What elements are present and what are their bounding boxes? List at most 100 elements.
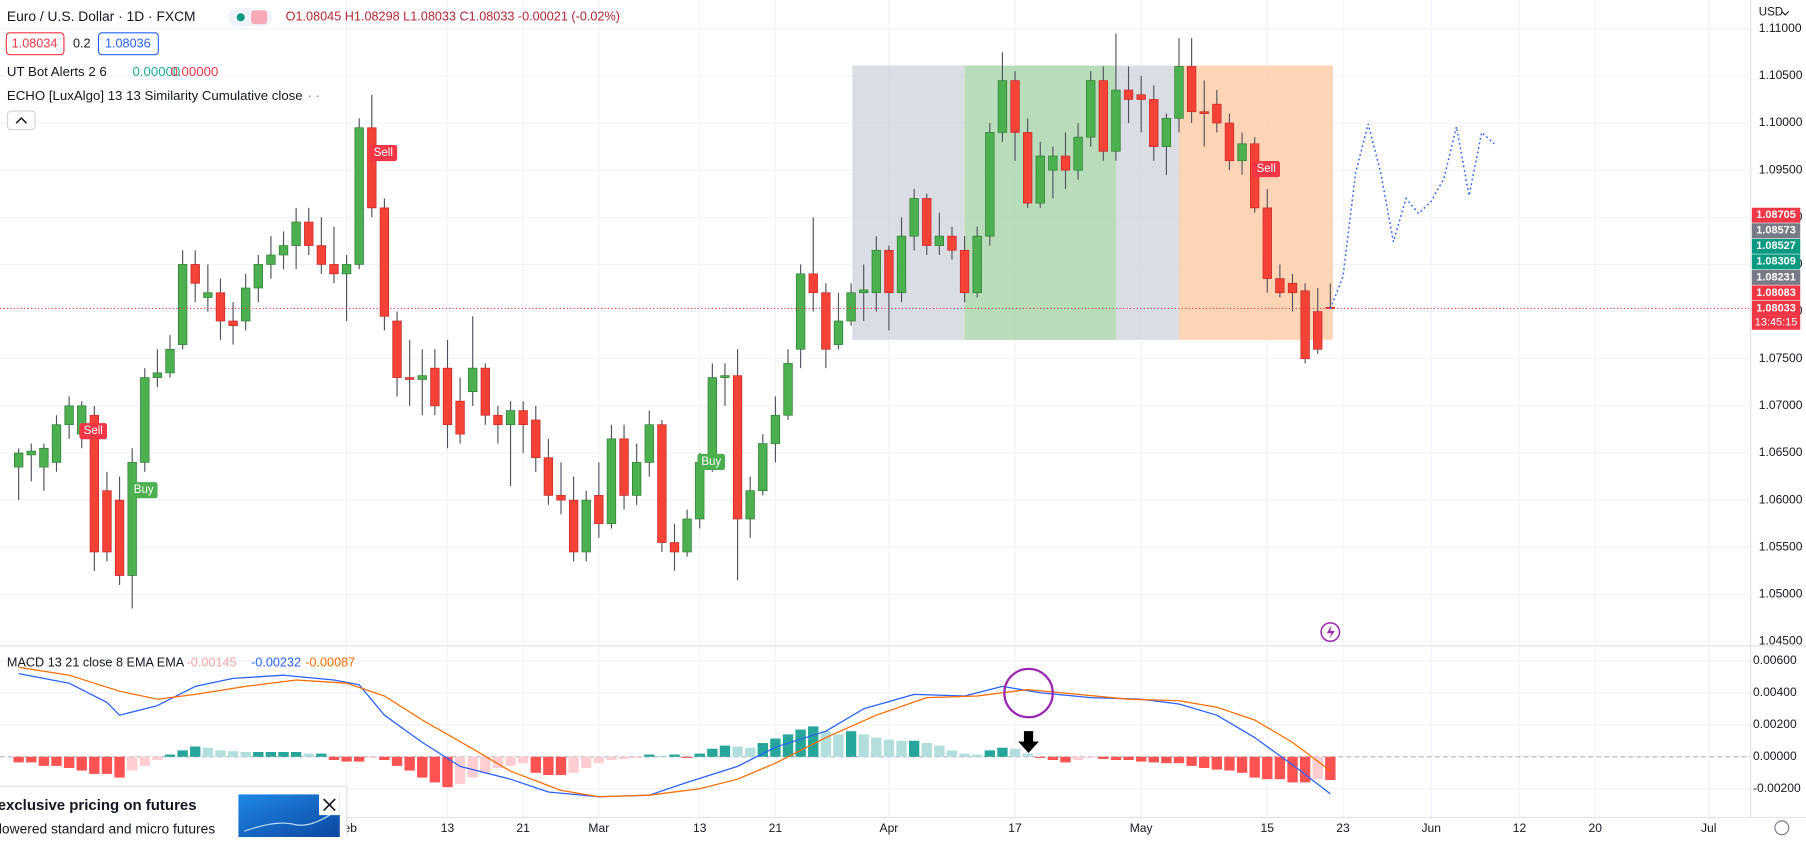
collapse-button[interactable]: [6, 110, 36, 131]
symbol-title[interactable]: Euro / U.S. Dollar · 1D · FXCM: [7, 8, 196, 24]
macd-line: [18, 666, 1331, 798]
candle-body: [1086, 80, 1096, 138]
histogram-bar: [1325, 756, 1336, 780]
candle-body: [884, 249, 894, 294]
signal-label: Sell: [1257, 163, 1276, 175]
candle-body: [316, 245, 327, 265]
currency[interactable]: USD: [1759, 7, 1783, 19]
histogram-bar: [543, 756, 554, 776]
ask-price[interactable]: 1.08036: [105, 37, 151, 51]
indicator-name[interactable]: UT Bot Alerts 2 6: [7, 64, 107, 79]
candle-body: [1313, 311, 1323, 350]
signal-label: Buy: [701, 456, 721, 468]
histogram-bar: [618, 756, 630, 760]
histogram-bar: [555, 756, 567, 776]
candle-body: [657, 424, 667, 543]
y-tick-label: 1.10000: [1759, 115, 1803, 129]
price-tag-label: 1.08309: [1756, 256, 1795, 268]
echo-zone: [852, 65, 965, 340]
candle-body: [568, 499, 579, 553]
candle-body: [682, 518, 692, 553]
candle-body: [266, 254, 276, 265]
y-tick-label: 1.11000: [1759, 21, 1802, 35]
data-icon: [251, 10, 268, 25]
candle-body: [493, 414, 503, 426]
sell-button[interactable]: [5, 32, 65, 56]
candle-body: [1275, 278, 1285, 294]
ad-title[interactable]: exclusive pricing on futures: [0, 797, 197, 814]
candle-body: [1136, 94, 1146, 100]
signal-label: Sell: [374, 147, 393, 159]
candle-body: [379, 207, 390, 317]
annotation-arrow[interactable]: [1018, 731, 1039, 753]
candle-body: [909, 198, 919, 237]
histogram-bar: [871, 737, 882, 757]
y-tick-label: 1.05500: [1759, 539, 1803, 553]
candle-body: [1224, 122, 1235, 162]
histogram-bar: [1085, 756, 1096, 758]
candle-body: [241, 287, 251, 322]
candle-body: [1035, 155, 1045, 204]
histogram-bar: [681, 756, 693, 758]
histogram-bar: [1224, 756, 1235, 771]
histogram-bar: [1098, 756, 1109, 760]
candle-body: [896, 235, 907, 294]
ad-image-line: [243, 810, 337, 832]
echo-zone: [1115, 65, 1179, 340]
macd-hist-value: -0.00145: [187, 655, 237, 669]
candle-body: [947, 235, 957, 251]
price-tag: [1751, 238, 1801, 254]
histogram-bar: [1299, 756, 1311, 783]
price-tag-label: 1.08527: [1756, 240, 1795, 252]
collapse-icon: [15, 116, 28, 124]
y-tick-label: 1.09500: [1759, 162, 1803, 176]
candle-body: [934, 235, 945, 246]
echo-projection: [1329, 123, 1495, 310]
y-tick-label: 1.06500: [1759, 445, 1803, 459]
candle-body: [783, 363, 793, 416]
x-tick-label: 21: [516, 821, 530, 835]
lightning: [1326, 625, 1335, 639]
ad-close[interactable]: [323, 798, 336, 812]
price-tag: [1751, 223, 1801, 239]
more-dots[interactable]: · · ·: [299, 88, 320, 103]
candle-body: [165, 348, 175, 374]
histogram-bar: [202, 747, 214, 757]
histogram-bar: [934, 745, 945, 757]
ad-text[interactable]: lowered standard and micro futures: [0, 821, 215, 837]
candle-body: [707, 377, 718, 463]
annotation-circle[interactable]: [1003, 667, 1054, 719]
macd-title[interactable]: MACD 13 21 close 8 EMA EMA: [7, 655, 185, 669]
settings-icon[interactable]: [1774, 820, 1790, 836]
indicator-name[interactable]: ECHO [LuxAlgo] 13 13 Similarity Cumulati…: [7, 88, 303, 103]
candle-body: [606, 438, 617, 525]
histogram-bar: [1135, 756, 1147, 762]
x-tick-label: 23: [1336, 821, 1350, 835]
histogram-bar: [341, 756, 352, 762]
buy-button[interactable]: [97, 32, 159, 56]
candle-body: [758, 443, 768, 492]
histogram-bar: [63, 756, 75, 768]
price-tag-label: 1.08705: [1756, 209, 1795, 221]
candle-body: [102, 490, 112, 553]
histogram-bar: [1148, 756, 1159, 763]
candle-body: [1199, 111, 1209, 114]
bid-price[interactable]: 1.08034: [12, 37, 58, 51]
histogram-bar: [26, 756, 37, 763]
histogram-bar: [290, 751, 302, 757]
histogram-bar: [38, 756, 50, 766]
histogram-bar: [76, 756, 87, 771]
histogram-bar: [946, 750, 958, 757]
candle-body: [341, 264, 352, 275]
histogram-bar: [215, 750, 226, 757]
candle-body: [770, 414, 781, 444]
x-tick-label: 13: [441, 821, 455, 835]
candle-body: [64, 405, 74, 426]
candle-body: [152, 372, 163, 378]
candle-body: [581, 499, 591, 553]
histogram-bar: [694, 753, 705, 757]
market-status-dot: [236, 13, 245, 22]
x-tick-label: 20: [1588, 821, 1602, 835]
candle-body: [228, 320, 238, 327]
candle-body: [732, 375, 743, 520]
